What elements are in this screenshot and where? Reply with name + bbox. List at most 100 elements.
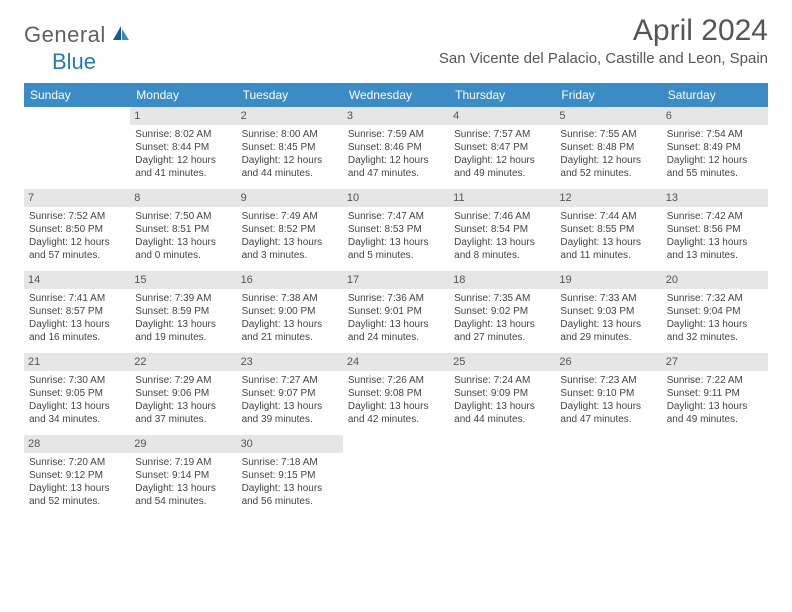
sunset-text: Sunset: 8:56 PM [667, 223, 763, 236]
calendar-cell: 8Sunrise: 7:50 AMSunset: 8:51 PMDaylight… [130, 189, 236, 271]
day-number: 9 [237, 189, 343, 207]
daylight-text: Daylight: 13 hours and 37 minutes. [135, 400, 231, 426]
day-header-mon: Monday [130, 83, 236, 107]
sunrise-text: Sunrise: 7:35 AM [454, 292, 550, 305]
day-number: 22 [130, 353, 236, 371]
day-number: 6 [662, 107, 768, 125]
calendar-cell: 27Sunrise: 7:22 AMSunset: 9:11 PMDayligh… [662, 353, 768, 435]
sunrise-text: Sunrise: 7:32 AM [667, 292, 763, 305]
calendar-cell: 24Sunrise: 7:26 AMSunset: 9:08 PMDayligh… [343, 353, 449, 435]
week-row: 28Sunrise: 7:20 AMSunset: 9:12 PMDayligh… [24, 435, 768, 517]
day-number: 25 [449, 353, 555, 371]
day-number: 27 [662, 353, 768, 371]
calendar-cell: 17Sunrise: 7:36 AMSunset: 9:01 PMDayligh… [343, 271, 449, 353]
calendar-cell: 5Sunrise: 7:55 AMSunset: 8:48 PMDaylight… [555, 107, 661, 189]
day-number: 30 [237, 435, 343, 453]
sunset-text: Sunset: 9:00 PM [242, 305, 338, 318]
calendar-cell: 11Sunrise: 7:46 AMSunset: 8:54 PMDayligh… [449, 189, 555, 271]
sunset-text: Sunset: 8:44 PM [135, 141, 231, 154]
daylight-text: Daylight: 13 hours and 24 minutes. [348, 318, 444, 344]
sunset-text: Sunset: 9:12 PM [29, 469, 125, 482]
week-row: 1Sunrise: 8:02 AMSunset: 8:44 PMDaylight… [24, 107, 768, 189]
sunrise-text: Sunrise: 7:44 AM [560, 210, 656, 223]
sunrise-text: Sunrise: 7:50 AM [135, 210, 231, 223]
calendar-cell: 23Sunrise: 7:27 AMSunset: 9:07 PMDayligh… [237, 353, 343, 435]
sunrise-text: Sunrise: 8:02 AM [135, 128, 231, 141]
day-number: 28 [24, 435, 130, 453]
calendar-cell: 21Sunrise: 7:30 AMSunset: 9:05 PMDayligh… [24, 353, 130, 435]
sunset-text: Sunset: 8:47 PM [454, 141, 550, 154]
sunrise-text: Sunrise: 7:54 AM [667, 128, 763, 141]
sunset-text: Sunset: 8:59 PM [135, 305, 231, 318]
day-header-row: Sunday Monday Tuesday Wednesday Thursday… [24, 83, 768, 107]
sunrise-text: Sunrise: 7:46 AM [454, 210, 550, 223]
sunrise-text: Sunrise: 7:20 AM [29, 456, 125, 469]
day-number: 21 [24, 353, 130, 371]
day-header-wed: Wednesday [343, 83, 449, 107]
calendar-cell [449, 435, 555, 517]
sunset-text: Sunset: 9:05 PM [29, 387, 125, 400]
daylight-text: Daylight: 13 hours and 47 minutes. [560, 400, 656, 426]
sunrise-text: Sunrise: 7:27 AM [242, 374, 338, 387]
day-number [449, 435, 555, 439]
week-row: 21Sunrise: 7:30 AMSunset: 9:05 PMDayligh… [24, 353, 768, 435]
calendar-cell [555, 435, 661, 517]
day-number: 24 [343, 353, 449, 371]
daylight-text: Daylight: 13 hours and 56 minutes. [242, 482, 338, 508]
sunrise-text: Sunrise: 7:39 AM [135, 292, 231, 305]
sunrise-text: Sunrise: 7:22 AM [667, 374, 763, 387]
sunset-text: Sunset: 9:04 PM [667, 305, 763, 318]
day-number: 7 [24, 189, 130, 207]
sunset-text: Sunset: 9:09 PM [454, 387, 550, 400]
day-number: 3 [343, 107, 449, 125]
sail-icon [110, 22, 130, 48]
daylight-text: Daylight: 13 hours and 54 minutes. [135, 482, 231, 508]
day-number: 18 [449, 271, 555, 289]
day-number: 10 [343, 189, 449, 207]
day-number: 16 [237, 271, 343, 289]
calendar-cell: 19Sunrise: 7:33 AMSunset: 9:03 PMDayligh… [555, 271, 661, 353]
sunset-text: Sunset: 8:54 PM [454, 223, 550, 236]
daylight-text: Daylight: 13 hours and 3 minutes. [242, 236, 338, 262]
daylight-text: Daylight: 13 hours and 44 minutes. [454, 400, 550, 426]
day-number: 13 [662, 189, 768, 207]
day-number: 11 [449, 189, 555, 207]
sunrise-text: Sunrise: 7:47 AM [348, 210, 444, 223]
sunset-text: Sunset: 9:10 PM [560, 387, 656, 400]
sunrise-text: Sunrise: 7:55 AM [560, 128, 656, 141]
sunrise-text: Sunrise: 7:38 AM [242, 292, 338, 305]
sunrise-text: Sunrise: 7:18 AM [242, 456, 338, 469]
daylight-text: Daylight: 13 hours and 32 minutes. [667, 318, 763, 344]
sunrise-text: Sunrise: 7:49 AM [242, 210, 338, 223]
day-number [343, 435, 449, 439]
sunset-text: Sunset: 9:01 PM [348, 305, 444, 318]
day-number: 14 [24, 271, 130, 289]
daylight-text: Daylight: 12 hours and 57 minutes. [29, 236, 125, 262]
calendar-cell: 16Sunrise: 7:38 AMSunset: 9:00 PMDayligh… [237, 271, 343, 353]
daylight-text: Daylight: 13 hours and 27 minutes. [454, 318, 550, 344]
sunset-text: Sunset: 8:48 PM [560, 141, 656, 154]
daylight-text: Daylight: 13 hours and 42 minutes. [348, 400, 444, 426]
sunrise-text: Sunrise: 7:57 AM [454, 128, 550, 141]
calendar-cell: 29Sunrise: 7:19 AMSunset: 9:14 PMDayligh… [130, 435, 236, 517]
daylight-text: Daylight: 13 hours and 19 minutes. [135, 318, 231, 344]
logo-text-general: General [24, 22, 106, 48]
calendar-cell [662, 435, 768, 517]
week-row: 7Sunrise: 7:52 AMSunset: 8:50 PMDaylight… [24, 189, 768, 271]
daylight-text: Daylight: 13 hours and 11 minutes. [560, 236, 656, 262]
day-number [662, 435, 768, 439]
day-number: 26 [555, 353, 661, 371]
day-number: 5 [555, 107, 661, 125]
calendar-cell: 20Sunrise: 7:32 AMSunset: 9:04 PMDayligh… [662, 271, 768, 353]
daylight-text: Daylight: 13 hours and 29 minutes. [560, 318, 656, 344]
sunset-text: Sunset: 8:52 PM [242, 223, 338, 236]
calendar-cell [24, 107, 130, 189]
daylight-text: Daylight: 13 hours and 39 minutes. [242, 400, 338, 426]
day-header-thu: Thursday [449, 83, 555, 107]
day-number: 4 [449, 107, 555, 125]
daylight-text: Daylight: 13 hours and 52 minutes. [29, 482, 125, 508]
daylight-text: Daylight: 13 hours and 5 minutes. [348, 236, 444, 262]
sunrise-text: Sunrise: 7:52 AM [29, 210, 125, 223]
calendar-cell: 22Sunrise: 7:29 AMSunset: 9:06 PMDayligh… [130, 353, 236, 435]
title-block: April 2024 San Vicente del Palacio, Cast… [439, 14, 768, 67]
